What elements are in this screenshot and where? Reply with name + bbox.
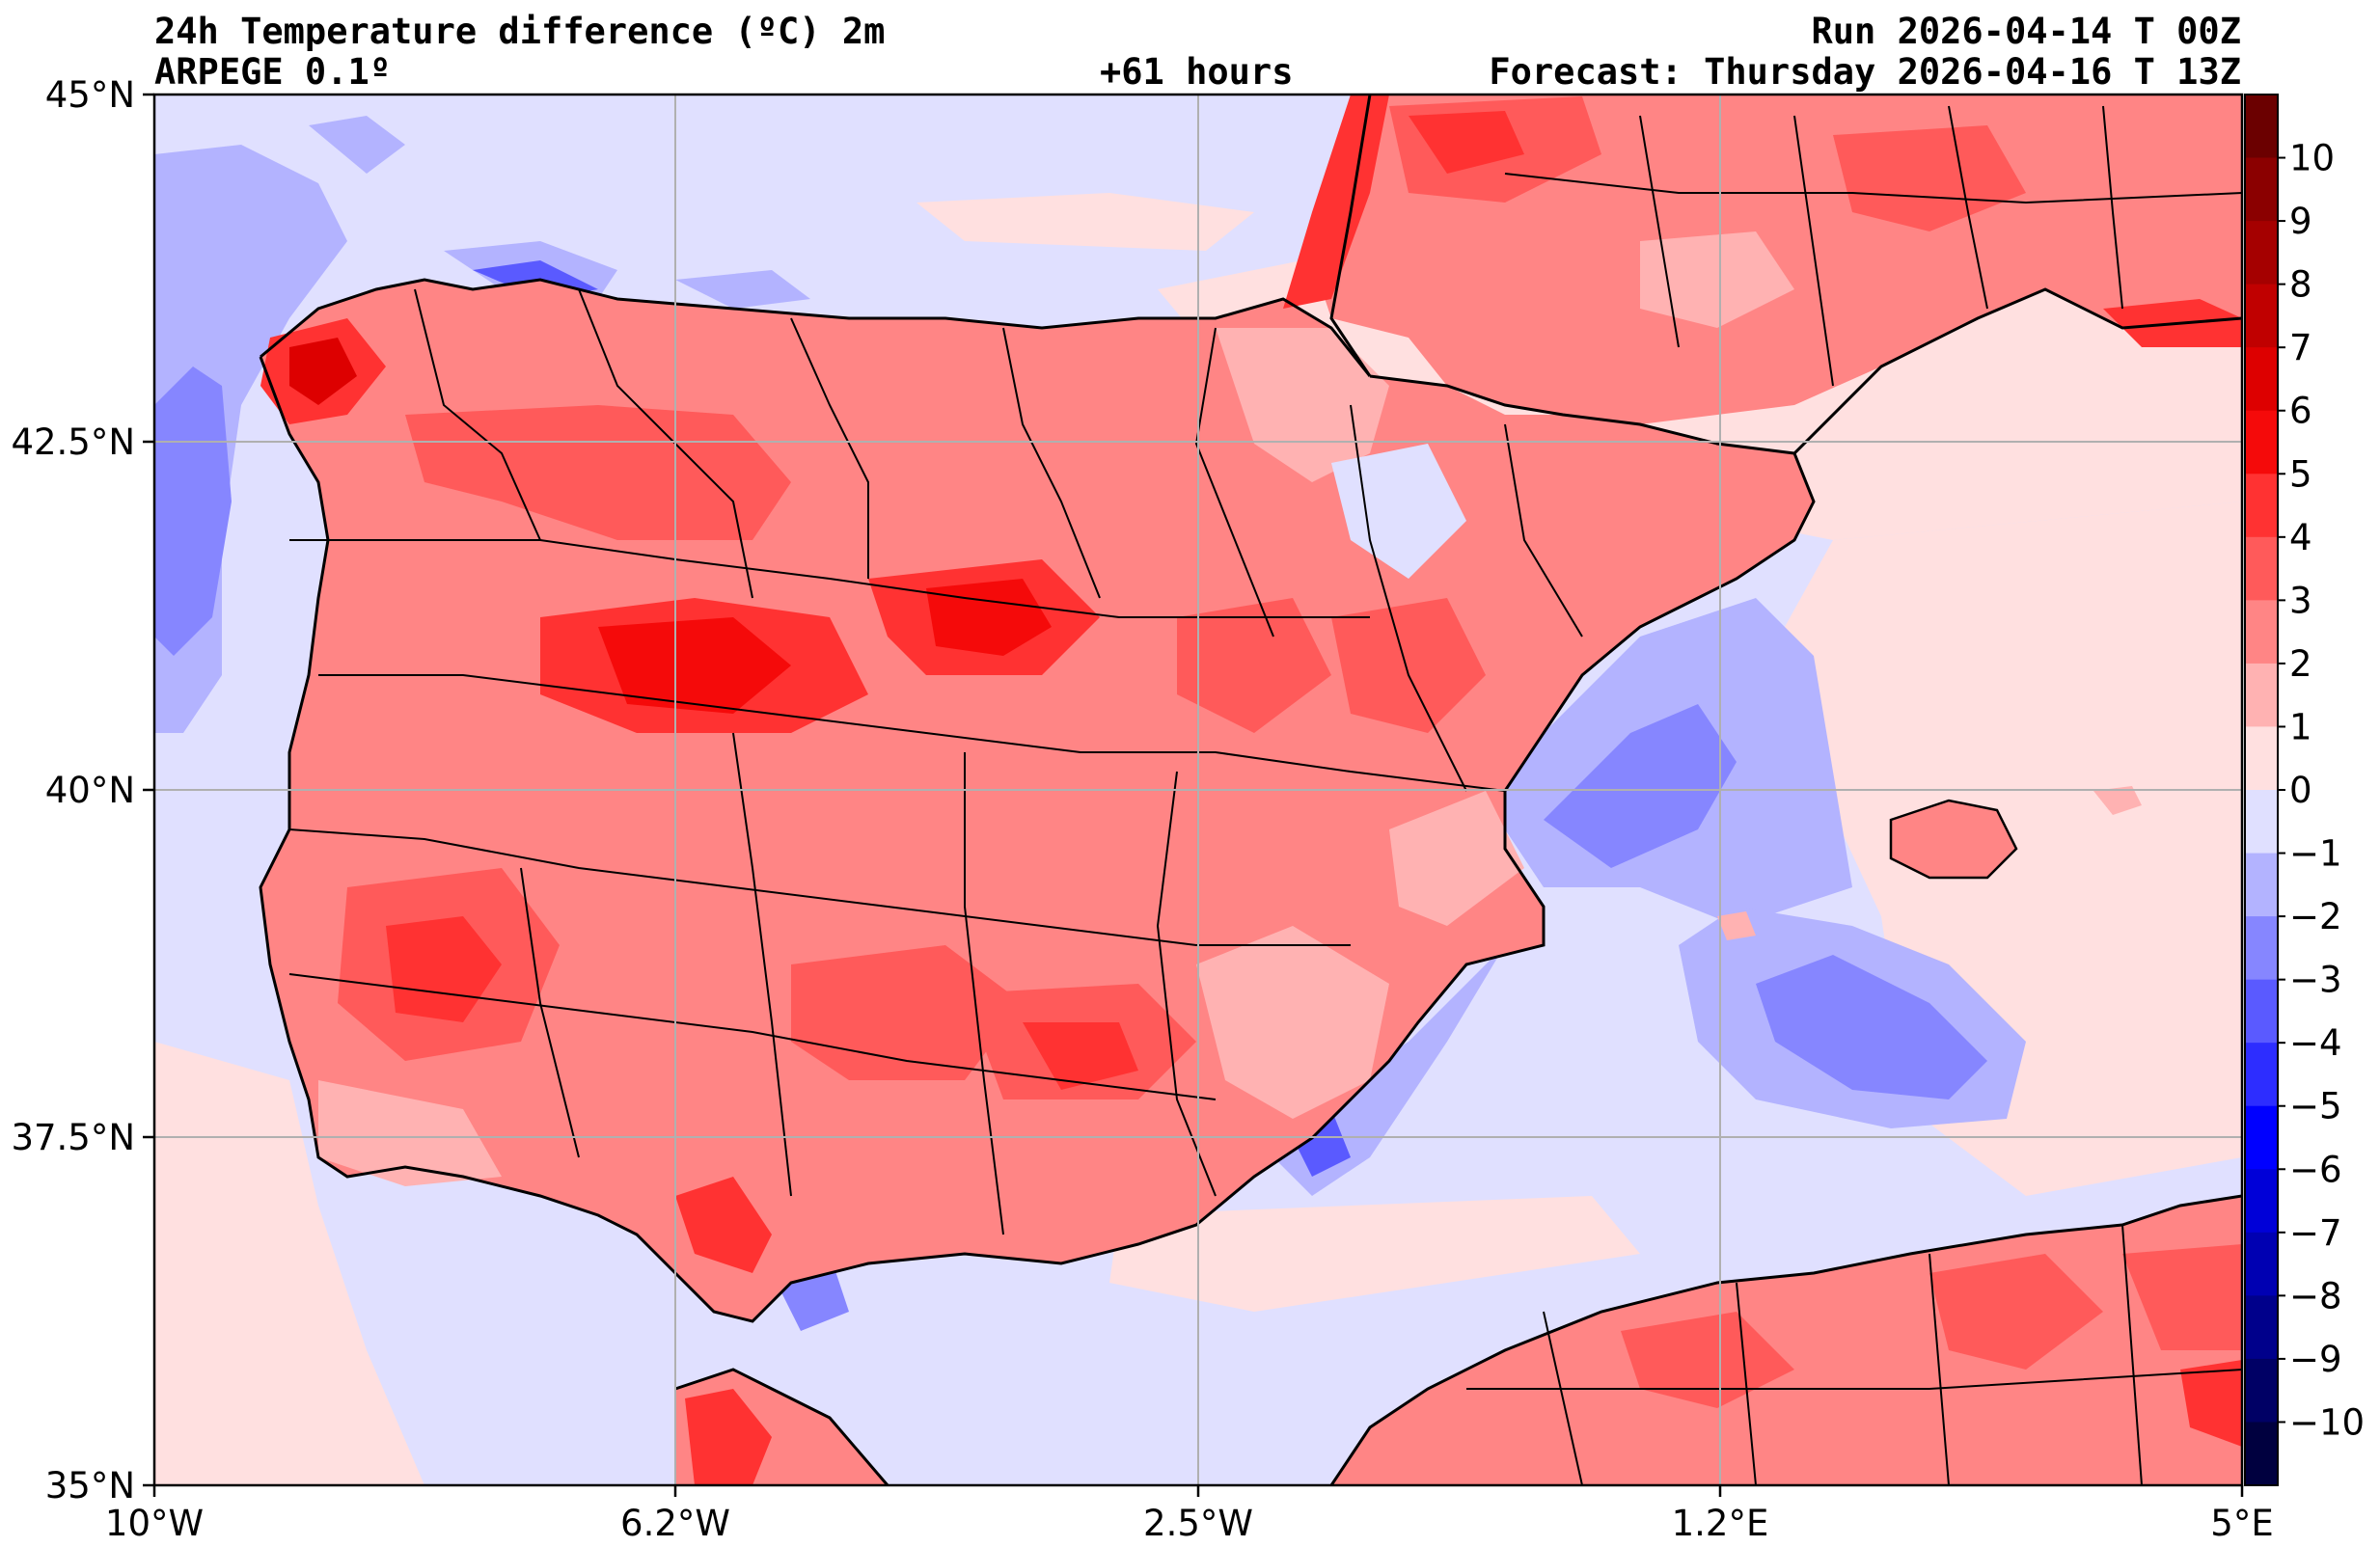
- colorbar-label: 6: [2289, 391, 2312, 432]
- colorbar-label: 1: [2289, 706, 2312, 747]
- colorbar-swatch: [2245, 853, 2278, 917]
- colorbar-swatch: [2245, 726, 2278, 791]
- model-name: ARPEGE 0.1º: [154, 51, 392, 93]
- run-time: Run 2026-04-14 T 00Z: [1811, 11, 2241, 52]
- forecast-time: Forecast: Thursday 2026-04-16 T 13Z: [1489, 51, 2241, 93]
- colorbar-label: 4: [2289, 517, 2312, 558]
- lon-tick-label: 6.2°W: [620, 1503, 730, 1544]
- colorbar-label: 9: [2289, 201, 2312, 242]
- colorbar-swatch: [2245, 1105, 2278, 1170]
- lead-time: +61 hours: [1100, 51, 1294, 93]
- colorbar-swatch: [2245, 410, 2278, 475]
- colorbar-label: −8: [2289, 1275, 2342, 1316]
- colorbar-swatch: [2245, 600, 2278, 665]
- colorbar-label: 10: [2289, 138, 2335, 179]
- colorbar-label: 7: [2289, 327, 2312, 368]
- colorbar-label: −10: [2289, 1401, 2365, 1443]
- colorbar-label: 0: [2289, 770, 2312, 811]
- colorbar-swatch: [2245, 95, 2278, 159]
- colorbar-swatch: [2245, 979, 2278, 1044]
- colorbar-label: −1: [2289, 833, 2342, 875]
- lat-tick-label: 35°N: [45, 1465, 135, 1506]
- colorbar-label: 8: [2289, 264, 2312, 306]
- colorbar-swatch: [2245, 347, 2278, 412]
- colorbar-label: −4: [2289, 1022, 2342, 1064]
- map-title: 24h Temperature difference (ºC) 2m: [154, 11, 886, 52]
- colorbar-swatch: [2245, 1358, 2278, 1423]
- colorbar-label: −5: [2289, 1086, 2342, 1127]
- lon-tick-label: 2.5°W: [1143, 1503, 1253, 1544]
- lat-tick-label: 37.5°N: [11, 1117, 135, 1158]
- lon-tick-label: 10°W: [105, 1503, 204, 1544]
- colorbar-swatch: [2245, 1422, 2278, 1486]
- colorbar-swatch: [2245, 663, 2278, 727]
- colorbar-swatch: [2245, 284, 2278, 348]
- colorbar-label: 3: [2289, 580, 2312, 621]
- graticule: [154, 95, 2242, 1485]
- lon-tick-label: 5°E: [2210, 1503, 2273, 1544]
- colorbar-swatch: [2245, 790, 2278, 855]
- colorbar-swatch: [2245, 916, 2278, 981]
- colorbar-swatch: [2245, 474, 2278, 538]
- lon-tick-label: 1.2°E: [1672, 1503, 1769, 1544]
- colorbar-label: −3: [2289, 960, 2342, 1001]
- colorbar-label: −2: [2289, 896, 2342, 937]
- colorbar-swatch: [2245, 1169, 2278, 1234]
- lat-tick-label: 45°N: [45, 74, 135, 116]
- colorbar-swatch: [2245, 536, 2278, 601]
- colorbar-swatch: [2245, 1232, 2278, 1296]
- colorbar-swatch: [2245, 157, 2278, 222]
- colorbar-label: −6: [2289, 1149, 2342, 1190]
- colorbar-label: −7: [2289, 1212, 2342, 1254]
- colorbar-swatch: [2245, 221, 2278, 285]
- colorbar-label: 2: [2289, 643, 2312, 685]
- colorbar-swatch: [2245, 1295, 2278, 1360]
- colorbar-label: −9: [2289, 1339, 2342, 1380]
- colorbar-swatch: [2245, 1043, 2278, 1107]
- lat-tick-label: 40°N: [45, 770, 135, 811]
- lat-tick-label: 42.5°N: [11, 421, 135, 463]
- colorbar-label: 5: [2289, 453, 2312, 495]
